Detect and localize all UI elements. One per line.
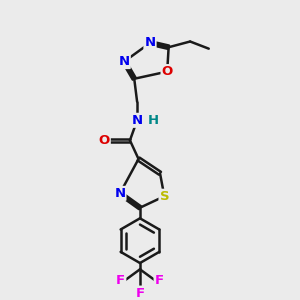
Text: N: N: [114, 187, 125, 200]
Text: O: O: [98, 134, 110, 147]
Text: S: S: [160, 190, 169, 203]
Text: O: O: [162, 65, 173, 78]
Text: F: F: [135, 286, 145, 300]
Text: N: N: [144, 36, 156, 50]
Text: F: F: [154, 274, 164, 287]
Text: N: N: [118, 55, 130, 68]
Text: H: H: [147, 114, 158, 127]
Text: N: N: [131, 114, 143, 127]
Text: F: F: [116, 274, 125, 287]
